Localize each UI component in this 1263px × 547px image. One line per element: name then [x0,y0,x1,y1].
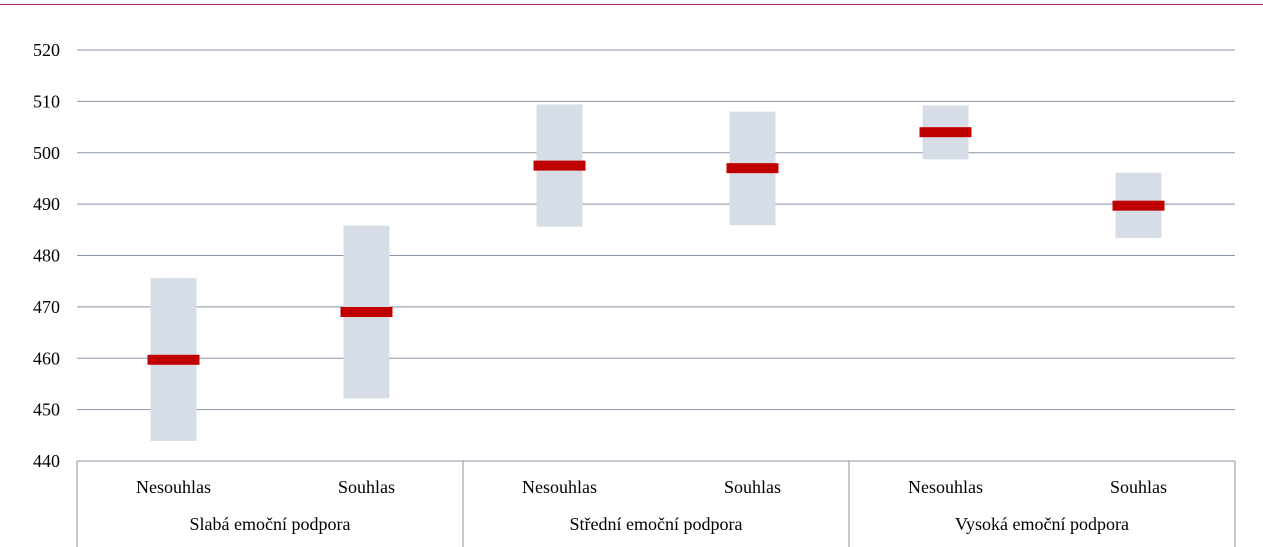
y-tick-label: 470 [33,297,60,317]
group-label: Střední emoční podpora [570,514,743,534]
y-tick-label: 520 [33,40,60,60]
y-tick-label: 500 [33,143,60,163]
category-label: Souhlas [724,477,781,497]
category-label: Souhlas [1110,477,1167,497]
y-tick-label: 450 [33,400,60,420]
y-tick-label: 490 [33,194,60,214]
top-rule [0,4,1263,5]
category-label: Nesouhlas [908,477,983,497]
category-label: Souhlas [338,477,395,497]
group-label: Vysoká emoční podpora [955,514,1129,534]
mean-marker [1112,200,1165,211]
y-tick-label: 440 [33,451,60,471]
category-label: Nesouhlas [522,477,597,497]
y-tick-label: 480 [33,246,60,266]
mean-marker [726,163,779,174]
category-label: Nesouhlas [136,477,211,497]
y-tick-label: 460 [33,348,60,368]
mean-marker [919,127,972,138]
mean-marker [533,160,586,171]
mean-marker [147,354,200,365]
group-label: Slabá emoční podpora [190,514,351,534]
y-tick-label: 510 [33,91,60,111]
mean-marker [340,307,393,318]
